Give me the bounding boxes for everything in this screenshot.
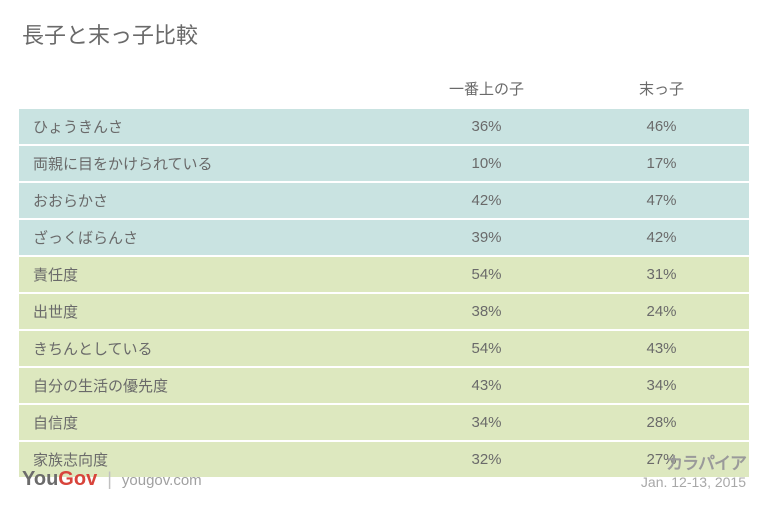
cell-eldest: 34% (399, 404, 574, 441)
cell-eldest: 39% (399, 219, 574, 256)
cell-eldest: 42% (399, 182, 574, 219)
row-label: ざっくばらんさ (19, 219, 399, 256)
cell-youngest: 42% (574, 219, 749, 256)
footer-divider: | (107, 469, 112, 490)
table-row: ひょうきんさ36%46% (19, 109, 749, 145)
row-label: 自信度 (19, 404, 399, 441)
footer-date: Jan. 12-13, 2015 (641, 474, 746, 491)
footer-site: yougov.com (122, 472, 202, 489)
cell-youngest: 43% (574, 330, 749, 367)
brand-gov: Gov (58, 468, 97, 490)
cell-eldest: 54% (399, 256, 574, 293)
row-label: おおらかさ (19, 182, 399, 219)
row-label: 両親に目をかけられている (19, 145, 399, 182)
table-header-row: 一番上の子 末っ子 (19, 70, 749, 109)
brand-logo: YouGov (22, 468, 97, 491)
comparison-table: 一番上の子 末っ子 ひょうきんさ36%46%両親に目をかけられている10%17%… (19, 70, 749, 479)
table-row: きちんとしている54%43% (19, 330, 749, 367)
cell-youngest: 28% (574, 404, 749, 441)
row-label: ひょうきんさ (19, 109, 399, 145)
cell-youngest: 24% (574, 293, 749, 330)
row-label: 責任度 (19, 256, 399, 293)
header-blank (19, 70, 399, 109)
cell-youngest: 17% (574, 145, 749, 182)
table-row: 責任度54%31% (19, 256, 749, 293)
cell-eldest: 38% (399, 293, 574, 330)
table-row: ざっくばらんさ39%42% (19, 219, 749, 256)
cell-eldest: 36% (399, 109, 574, 145)
row-label: 出世度 (19, 293, 399, 330)
cell-youngest: 31% (574, 256, 749, 293)
table-row: 出世度38%24% (19, 293, 749, 330)
footer-right: カラパイア Jan. 12-13, 2015 (641, 454, 746, 491)
row-label: きちんとしている (19, 330, 399, 367)
table-row: おおらかさ42%47% (19, 182, 749, 219)
cell-eldest: 43% (399, 367, 574, 404)
table-row: 自分の生活の優先度43%34% (19, 367, 749, 404)
cell-youngest: 34% (574, 367, 749, 404)
page-title: 長子と末っ子比較 (0, 0, 768, 64)
footer-left: YouGov | yougov.com (22, 468, 202, 491)
cell-eldest: 54% (399, 330, 574, 367)
cell-youngest: 46% (574, 109, 749, 145)
header-eldest: 一番上の子 (399, 70, 574, 109)
table-row: 自信度34%28% (19, 404, 749, 441)
header-youngest: 末っ子 (574, 70, 749, 109)
table-body: ひょうきんさ36%46%両親に目をかけられている10%17%おおらかさ42%47… (19, 109, 749, 478)
row-label: 自分の生活の優先度 (19, 367, 399, 404)
table-row: 両親に目をかけられている10%17% (19, 145, 749, 182)
brand-you: You (22, 468, 58, 490)
cell-eldest: 10% (399, 145, 574, 182)
cell-youngest: 47% (574, 182, 749, 219)
footer: YouGov | yougov.com カラパイア Jan. 12-13, 20… (22, 454, 746, 491)
footer-kara: カラパイア (641, 454, 746, 474)
